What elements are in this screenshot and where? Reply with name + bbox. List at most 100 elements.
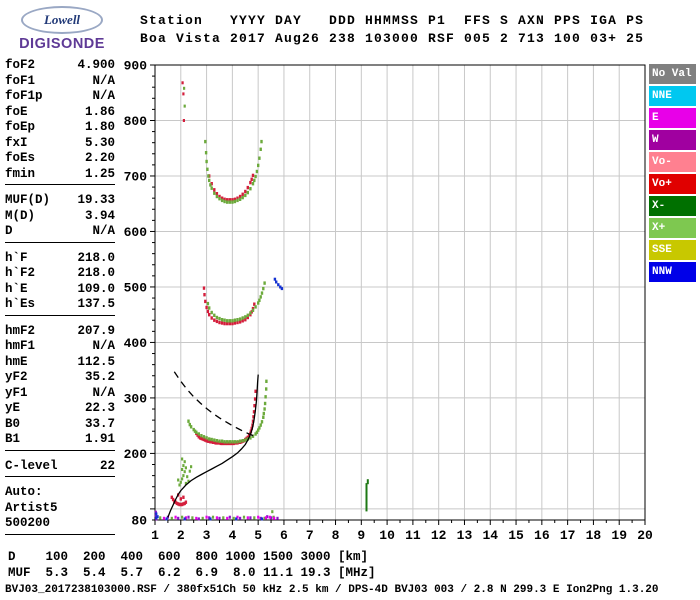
- param-label: yF1: [5, 385, 28, 400]
- header-values: Boa Vista 2017 Aug26 238 103000 RSF 005 …: [140, 31, 645, 46]
- param-label: C-level: [5, 458, 58, 473]
- x-tick-label: 7: [306, 528, 314, 543]
- param-label: M(D): [5, 208, 36, 223]
- param-label: hmE: [5, 354, 28, 369]
- file-info-footer: BVJ03_2017238103000.RSF / 380fx51Ch 50 k…: [5, 584, 659, 596]
- distance-row: D 100 200 400 600 800 1000 1500 3000 [km…: [8, 550, 369, 564]
- param-value: 4.900: [77, 58, 115, 72]
- x-tick-label: 3: [203, 528, 211, 543]
- param-row-fof1: foF1 N/A: [5, 74, 115, 90]
- param-label: foE: [5, 104, 28, 119]
- param-row-fxi: fxI 5.30: [5, 136, 115, 152]
- param-value: 109.0: [77, 281, 115, 296]
- param-value: 1.25: [84, 166, 115, 181]
- legend-item-vo: Vo-: [649, 152, 696, 172]
- param-row-500200: 500200: [5, 516, 115, 532]
- param-value: N/A: [92, 385, 115, 400]
- legend-item-w: W: [649, 130, 696, 150]
- logo-lowell-text: Lowell: [43, 12, 81, 27]
- param-label: h`E: [5, 281, 28, 296]
- y-tick-label: 500: [124, 280, 148, 295]
- param-label: MUF(D): [5, 193, 51, 207]
- x-tick-label: 10: [379, 528, 395, 543]
- param-row-foep: foEp 1.80: [5, 120, 115, 136]
- x-tick-label: 13: [457, 528, 473, 543]
- param-row-yf2: yF2 35.2: [5, 370, 115, 386]
- x-tick-label: 15: [508, 528, 524, 543]
- ionogram-area: 1 2 3 4 5 6 7 8 9 10 11 12 13 14 15 16 17 18 19 20 900 800 700…: [120, 55, 680, 560]
- param-row-fmin: fmin 1.25: [5, 167, 115, 183]
- param-row-auto: Auto:: [5, 485, 115, 501]
- y-tick-label: 600: [124, 225, 148, 240]
- param-label: D: [5, 224, 13, 238]
- file-info-text: BVJ03_2017238103000.RSF / 380fx51Ch 50 k…: [5, 584, 659, 596]
- x-tick-label: 12: [431, 528, 447, 543]
- param-value: 137.5: [77, 297, 115, 311]
- legend-item-nnw: NNW: [649, 262, 696, 282]
- y-tick-label: 900: [124, 59, 148, 74]
- param-label: yE: [5, 401, 21, 415]
- param-row-fof1p: foF1p N/A: [5, 89, 115, 105]
- param-group-0: foF2 4.900 foF1 N/A foF1p N/A foE 1.86 foEp 1.80 f…: [5, 58, 115, 185]
- param-row-b1: B1 1.91: [5, 432, 115, 448]
- param-row-ye: yE 22.3: [5, 401, 115, 417]
- x-tick-label: 5: [254, 528, 262, 543]
- param-row-hmf2: hmF2 207.9: [5, 324, 115, 340]
- param-value: 207.9: [77, 323, 115, 338]
- param-label: Artist5: [5, 500, 58, 515]
- param-value: 1.80: [84, 120, 115, 134]
- param-label: foEs: [5, 151, 36, 165]
- param-value: 33.7: [84, 416, 115, 431]
- parameter-panel: foF2 4.900 foF1 N/A foF1p N/A foE 1.86 foEp 1.80 f…: [5, 58, 115, 543]
- param-value: N/A: [92, 224, 115, 238]
- param-value: 19.33: [77, 193, 115, 207]
- x-tick-label: 8: [332, 528, 340, 543]
- legend-item-e: E: [649, 108, 696, 128]
- param-value: N/A: [92, 89, 115, 103]
- param-group-2: h`F 218.0 h`F2 218.0 h`E 109.0 h`Es 137.5: [5, 251, 115, 316]
- param-label: foF1: [5, 73, 36, 88]
- param-row-hmf1: hmF1 N/A: [5, 339, 115, 355]
- param-row-hf: h`F 218.0: [5, 251, 115, 267]
- param-group-5: Auto: Artist5 500200: [5, 485, 115, 535]
- muf-row: MUF 5.3 5.4 5.7 6.2 6.9 8.0 11.1 19.3 [M…: [8, 566, 376, 580]
- param-label: Auto:: [5, 485, 43, 499]
- param-row-foe: foE 1.86: [5, 105, 115, 121]
- y-tick-label: 80: [131, 514, 147, 529]
- param-row-clevel: C-level 22: [5, 459, 115, 475]
- param-row-foes: foEs 2.20: [5, 151, 115, 167]
- param-value: N/A: [92, 339, 115, 353]
- param-group-1: MUF(D) 19.33 M(D) 3.94 D N/A: [5, 193, 115, 243]
- param-label: foF2: [5, 58, 36, 72]
- param-row-hes: h`Es 137.5: [5, 297, 115, 313]
- param-label: B0: [5, 416, 21, 431]
- legend-item-x: X+: [649, 218, 696, 238]
- legend-item-vo: Vo+: [649, 174, 696, 194]
- header-column-titles: Station YYYY DAY DDD HHMMSS P1 FFS S AXN…: [140, 13, 645, 28]
- legend-item-noval: No Val: [649, 64, 696, 84]
- logo-digisonde-text: DIGISONDE: [19, 36, 105, 52]
- transmission-curve-line: [173, 371, 255, 437]
- legend-item-nne: NNE: [649, 86, 696, 106]
- param-row-d: D N/A: [5, 224, 115, 240]
- y-tick-label: 400: [124, 336, 148, 351]
- true-height-profile-line: [167, 374, 259, 518]
- param-row-he: h`E 109.0: [5, 282, 115, 298]
- param-row-b0: B0 33.7: [5, 417, 115, 433]
- param-value: 112.5: [77, 354, 115, 369]
- x-tick-label: 16: [534, 528, 550, 543]
- param-label: fxI: [5, 135, 28, 150]
- y-tick-label: 800: [124, 114, 148, 129]
- doppler-direction-legend: No Val NNE E W Vo- Vo+ X- X+ SSE NNW: [649, 64, 696, 284]
- y-tick-label: 200: [124, 447, 148, 462]
- x-tick-label: 2: [177, 528, 185, 543]
- param-label: fmin: [5, 166, 36, 181]
- param-group-4: C-level 22: [5, 459, 115, 477]
- legend-item-sse: SSE: [649, 240, 696, 260]
- x-tick-label: 17: [560, 528, 576, 543]
- param-value: 2.20: [84, 151, 115, 165]
- param-row-hf2: h`F2 218.0: [5, 266, 115, 282]
- param-label: 500200: [5, 516, 51, 530]
- param-label: foF1p: [5, 89, 43, 103]
- legend-item-x: X-: [649, 196, 696, 216]
